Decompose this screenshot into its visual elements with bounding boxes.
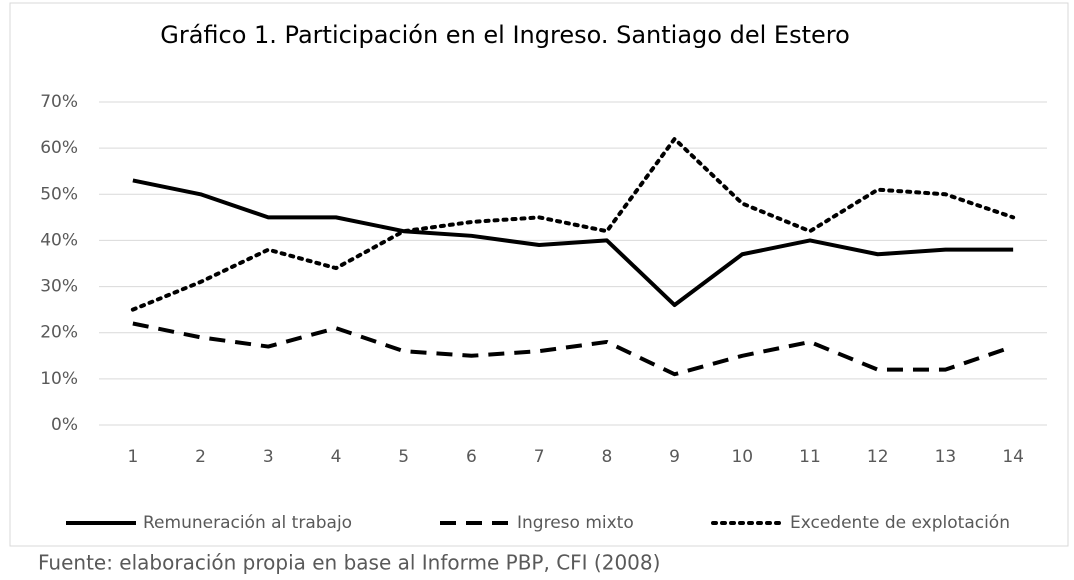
chart-title: Gráfico 1. Participación en el Ingreso. …: [160, 21, 850, 49]
y-tick-label: 70%: [40, 92, 78, 112]
source-note: Fuente: elaboración propia en base al In…: [38, 551, 660, 575]
x-tick-label: 14: [1002, 447, 1024, 467]
y-tick-label: 30%: [40, 277, 78, 297]
series-line: [132, 178, 1014, 308]
y-tick-label: 10%: [40, 369, 78, 389]
series-line: [132, 321, 1014, 377]
x-tick-label: 9: [669, 447, 680, 467]
x-tick-label: 13: [935, 447, 957, 467]
x-tick-label: 8: [601, 447, 612, 467]
x-tick-label: 6: [466, 447, 477, 467]
x-tick-label: 4: [331, 447, 342, 467]
series-line: [130, 136, 1016, 312]
legend-label: Remuneración al trabajo: [143, 513, 352, 533]
chart-border: [9, 2, 1069, 547]
x-tick-label: 1: [127, 447, 138, 467]
x-tick-label: 11: [799, 447, 821, 467]
x-tick-label: 5: [398, 447, 409, 467]
x-tick-label: 12: [867, 447, 889, 467]
x-tick-label: 7: [534, 447, 545, 467]
x-tick-label: 3: [263, 447, 274, 467]
y-tick-label: 20%: [40, 323, 78, 343]
y-tick-label: 60%: [40, 138, 78, 158]
x-tick-label: 10: [731, 447, 753, 467]
x-tick-label: 2: [195, 447, 206, 467]
y-tick-label: 50%: [40, 184, 78, 204]
legend-label: Excedente de explotación: [790, 513, 1010, 533]
y-tick-label: 40%: [40, 230, 78, 250]
y-tick-label: 0%: [51, 415, 78, 435]
legend-label: Ingreso mixto: [517, 513, 634, 533]
